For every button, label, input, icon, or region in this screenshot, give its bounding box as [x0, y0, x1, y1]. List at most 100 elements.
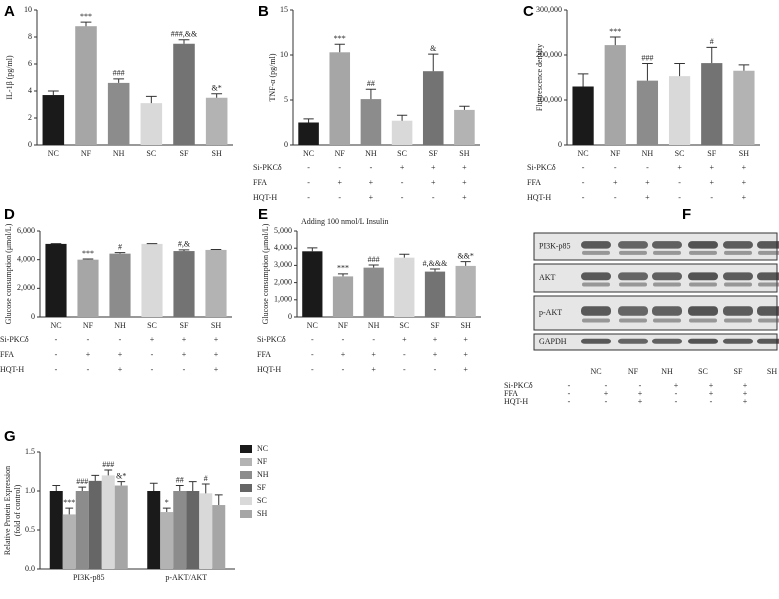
error-bar	[706, 46, 718, 64]
x-tick-label: SF	[429, 149, 438, 158]
legend-swatch	[240, 458, 252, 466]
condition-value: +	[182, 335, 187, 344]
error-bar	[399, 253, 410, 258]
error-bar	[211, 93, 223, 98]
bar	[733, 70, 755, 145]
bar	[205, 249, 227, 317]
y-tick-label: 0	[28, 140, 32, 149]
condition-value: +	[709, 178, 714, 187]
error-bar	[674, 63, 685, 77]
condition-value: +	[214, 350, 219, 359]
blot-band	[652, 306, 682, 316]
condition-value: +	[433, 335, 438, 344]
blot-band	[688, 272, 718, 281]
x-tick-label: NC	[303, 149, 314, 158]
annotation: &	[430, 44, 437, 53]
bar	[454, 109, 475, 145]
y-tick-label: 0	[31, 312, 35, 321]
annotation: ***	[334, 34, 346, 43]
condition-value: -	[403, 350, 406, 359]
condition-label: HQT-H	[527, 193, 551, 202]
blot-band	[653, 318, 681, 323]
condition-value: -	[675, 389, 678, 398]
blot-band	[724, 282, 752, 287]
condition-value: -	[119, 335, 122, 344]
condition-value: -	[614, 163, 617, 172]
annotation: ***	[80, 12, 92, 21]
condition-value: -	[311, 350, 314, 359]
panel-label: E	[258, 206, 268, 223]
bar	[199, 493, 213, 569]
y-tick-label: 0	[284, 140, 288, 149]
blot-band	[723, 306, 753, 316]
legend-swatch	[240, 497, 252, 505]
condition-value: -	[183, 365, 186, 374]
blot-band	[723, 338, 753, 344]
condition-value: -	[605, 397, 608, 406]
error-bar	[337, 273, 349, 277]
error-bar	[145, 95, 157, 104]
condition-value: +	[462, 163, 467, 172]
condition-value: -	[401, 193, 404, 202]
condition-value: +	[431, 178, 436, 187]
blot-band	[724, 318, 752, 323]
x-tick-label: SF	[707, 149, 716, 158]
lane-label: NF	[628, 367, 639, 376]
condition-value: +	[182, 350, 187, 359]
panel-label: G	[4, 428, 16, 445]
error-bar	[368, 264, 379, 268]
condition-value: +	[677, 163, 682, 172]
blot-band	[581, 306, 611, 316]
bar	[107, 82, 130, 145]
bar	[186, 491, 200, 569]
axis-line	[296, 231, 481, 318]
condition-value: -	[307, 193, 310, 202]
error-bar	[214, 494, 223, 506]
x-tick-label: SH	[212, 149, 222, 158]
condition-label: HQT-H	[504, 397, 528, 406]
x-tick-label: NC	[578, 149, 589, 158]
condition-label: FFA	[253, 178, 267, 187]
y-tick-label: 4,000	[17, 254, 35, 263]
y-tick-label: 0.5	[25, 525, 35, 534]
condition-value: -	[614, 193, 617, 202]
blot-band	[757, 338, 779, 344]
condition-value: -	[568, 381, 571, 390]
y-tick-label: 6	[28, 59, 32, 68]
x-tick-label: SF	[431, 321, 440, 330]
y-axis-label: IL-1β (pg/ml)	[5, 55, 14, 100]
legend-swatch	[240, 484, 252, 492]
condition-value: -	[639, 381, 642, 390]
condition-value: +	[638, 389, 643, 398]
blot-band	[758, 318, 779, 323]
y-tick-label: 15	[280, 5, 288, 14]
error-bar	[460, 261, 471, 266]
blot-band	[618, 306, 648, 316]
y-tick-label: 0.0	[25, 564, 35, 573]
legend-swatch	[240, 445, 252, 453]
panel-label: D	[4, 206, 15, 223]
error-bar	[104, 469, 113, 476]
condition-value: -	[401, 178, 404, 187]
annotation: ***	[337, 264, 349, 273]
bar	[147, 491, 161, 569]
blot-band	[618, 272, 648, 281]
error-bar	[178, 39, 190, 44]
x-tick-label: NC	[48, 149, 59, 158]
bar	[173, 491, 187, 569]
blot-row-label: AKT	[539, 273, 556, 282]
y-tick-label: 1.5	[25, 447, 35, 456]
blot-band	[653, 282, 681, 287]
y-tick-label: 0	[558, 140, 562, 149]
condition-value: -	[582, 163, 585, 172]
condition-value: +	[743, 381, 748, 390]
condition-value: +	[402, 335, 407, 344]
bar	[140, 103, 163, 145]
annotation: &*	[212, 84, 222, 93]
condition-value: -	[370, 163, 373, 172]
condition-label: Si-PKCδ	[253, 163, 282, 172]
y-tick-label: 3,000	[274, 260, 292, 269]
x-tick-label: NH	[642, 149, 654, 158]
blot-band	[689, 250, 717, 255]
condition-label: FFA	[527, 178, 541, 187]
